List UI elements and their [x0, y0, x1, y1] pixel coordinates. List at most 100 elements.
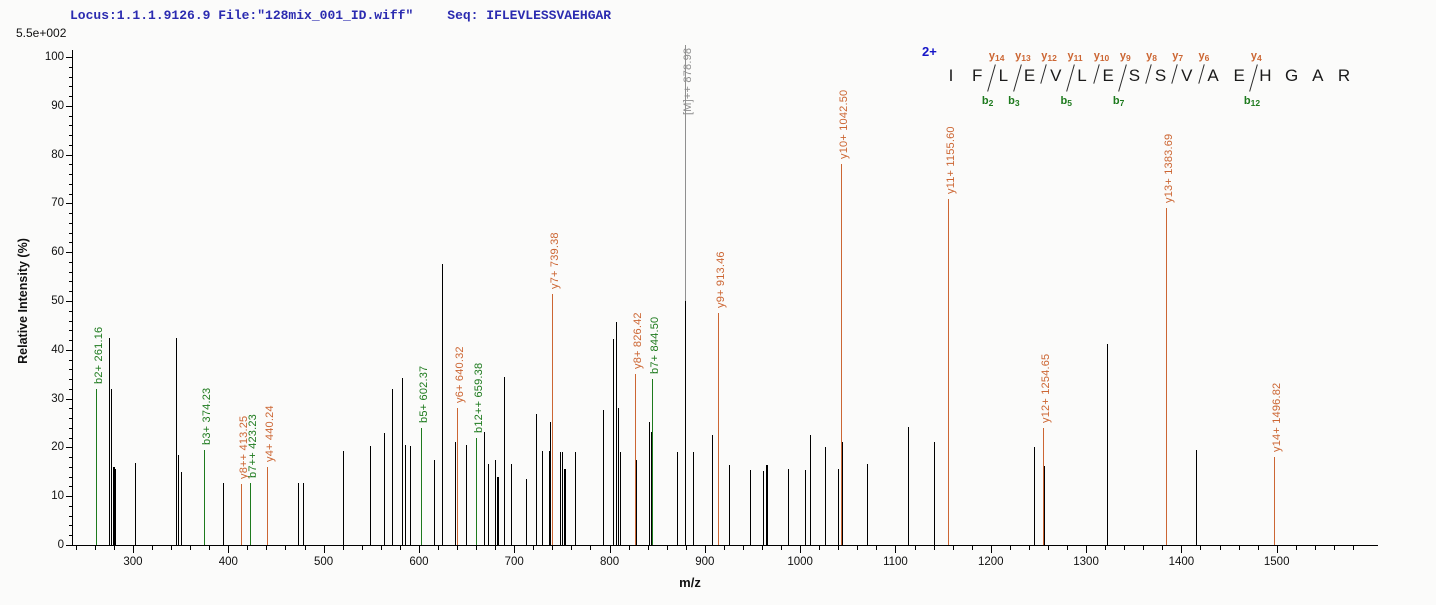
annotated-peak-b7+ — [651, 379, 653, 545]
peak — [804, 469, 806, 545]
y-tick — [69, 281, 72, 283]
y-tick — [69, 76, 72, 78]
y-tick — [69, 271, 72, 273]
x-tick — [876, 546, 878, 550]
x-tick — [247, 546, 249, 550]
y-tick — [69, 505, 72, 507]
x-tick — [1295, 546, 1297, 550]
x-tick — [342, 546, 344, 550]
annotated-peak-y9+ — [717, 313, 719, 545]
x-tick-label: 1000 — [787, 556, 813, 568]
x-tick — [266, 546, 268, 550]
x-tick-label: 700 — [504, 556, 524, 568]
y-tick — [69, 242, 72, 244]
y-tick — [69, 457, 72, 459]
y-ion-label: y9 — [1119, 50, 1131, 63]
x-tick-label: 1100 — [883, 556, 908, 568]
precursor-line — [684, 45, 686, 545]
x-tick — [666, 546, 668, 550]
peak — [693, 451, 695, 545]
y-tick — [69, 96, 72, 98]
peak — [618, 408, 620, 545]
x-tick — [971, 546, 973, 550]
y-ion-label: y10 — [1093, 50, 1110, 63]
annotated-peak-y7+ — [551, 293, 553, 545]
y-tick — [69, 330, 72, 332]
x-tick — [857, 546, 859, 550]
x-tick — [209, 546, 211, 550]
x-tick — [1105, 546, 1107, 550]
peak — [762, 470, 764, 545]
annotated-peak-y11+ — [948, 198, 950, 545]
x-tick — [838, 546, 840, 550]
residue-letter: V — [1050, 66, 1062, 85]
x-tick — [742, 546, 744, 550]
y-axis — [72, 50, 73, 546]
peak-label: b2+ 261.16 — [92, 326, 105, 384]
y-ion-label: y8 — [1146, 50, 1157, 63]
peak-label: y13+ 1383.69 — [1162, 133, 1175, 204]
sequence-header-label: Seq: IFLEVLESSVAEHGAR — [447, 8, 612, 23]
x-tick — [895, 546, 897, 553]
peak — [503, 376, 505, 545]
x-tick — [1314, 546, 1316, 550]
peak — [404, 445, 406, 545]
y-tick — [66, 301, 72, 302]
peak — [650, 431, 653, 545]
y-tick-label: 50 — [51, 295, 64, 307]
peak — [1195, 449, 1197, 545]
y-tick — [69, 310, 72, 312]
y-tick — [66, 203, 72, 205]
y-tick — [69, 340, 72, 342]
x-tick — [1124, 546, 1126, 550]
peak — [765, 464, 768, 545]
x-tick — [437, 546, 439, 550]
peak — [410, 445, 412, 545]
x-tick-label: 500 — [314, 556, 334, 568]
y-tick — [69, 291, 72, 293]
y-tick — [66, 545, 72, 546]
peak — [1107, 343, 1109, 545]
peak-label: y8+ 826.42 — [631, 312, 644, 370]
x-tick — [1028, 546, 1030, 550]
peak — [636, 460, 638, 545]
residue-letter: F — [971, 66, 983, 85]
residue-letter: A — [1207, 66, 1219, 85]
peak-label: y10+ 1042.50 — [837, 89, 850, 160]
x-tick-label: 600 — [409, 556, 429, 568]
precursor-label: [M]++ 878.98 — [681, 47, 694, 115]
y-tick — [69, 466, 72, 468]
x-tick — [457, 546, 459, 550]
y-ion-label: y6 — [1198, 50, 1210, 63]
annotated-peak-b12++ — [475, 437, 477, 545]
residue-letter: H — [1259, 66, 1272, 85]
y-ion-label: y12 — [1041, 50, 1057, 63]
peak — [907, 426, 909, 545]
peak-label: y6+ 640.32 — [454, 346, 467, 404]
peak — [465, 444, 467, 545]
annotated-peak-b7++ — [250, 483, 252, 545]
charge-state-label: 2+ — [922, 44, 937, 59]
annotated-peak-b3+ — [203, 449, 205, 545]
y-tick-label: 70 — [51, 197, 64, 210]
y-ion-label: y11 — [1067, 50, 1083, 63]
x-axis-title: m/z — [679, 575, 701, 590]
residue-letter: E — [1102, 66, 1114, 85]
peak — [383, 432, 385, 545]
y-tick-label: 10 — [51, 490, 64, 503]
peak — [112, 466, 115, 545]
peak — [302, 483, 304, 545]
peak — [222, 483, 224, 545]
peak — [175, 337, 177, 545]
peak — [841, 442, 843, 545]
y-tick — [66, 349, 72, 351]
x-tick — [476, 546, 478, 550]
y-tick-label: 60 — [51, 246, 64, 259]
x-tick — [113, 546, 115, 550]
y-tick — [69, 437, 72, 439]
y-ion-label: y13 — [1015, 50, 1031, 63]
y-tick-label: 80 — [51, 148, 64, 161]
peak-label: y7+ 739.38 — [548, 231, 561, 289]
b-ion-label: b5 — [1060, 95, 1072, 108]
y-tick — [69, 408, 72, 410]
